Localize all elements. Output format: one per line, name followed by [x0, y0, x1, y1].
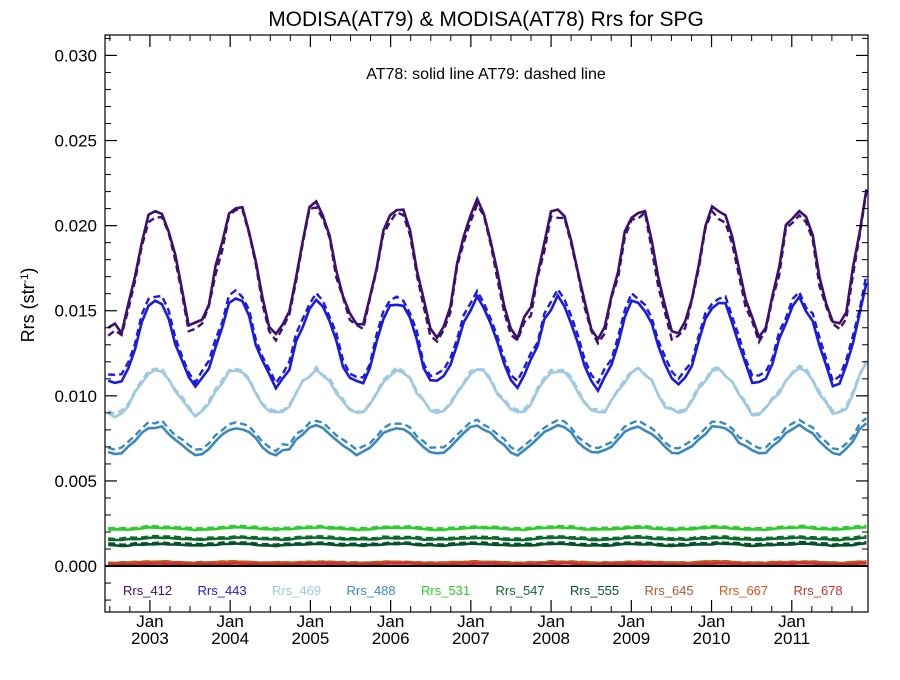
x-tick-month: Jan — [698, 612, 725, 631]
y-tick-label: 0.020 — [54, 217, 97, 236]
x-tick-year: 2011 — [773, 629, 810, 648]
series-lines — [107, 189, 868, 567]
x-tick-year: 2006 — [372, 629, 410, 648]
series-line-rrs-412-at78 — [107, 189, 868, 342]
legend-entry-rrs-555: Rrs_555 — [570, 583, 619, 598]
x-tick-year: 2008 — [532, 629, 570, 648]
legend-entry-rrs-469: Rrs_469 — [272, 583, 321, 598]
y-tick-label: 0.010 — [54, 387, 97, 406]
tick-labels: 0.0000.0050.0100.0150.0200.0250.030Jan20… — [54, 46, 810, 648]
y-axis-label-close: ) — [18, 268, 38, 274]
plot-area: 0.0000.0050.0100.0150.0200.0250.030Jan20… — [54, 34, 869, 648]
legend-entry-rrs-488: Rrs_488 — [347, 583, 396, 598]
y-tick-label: 0.015 — [54, 302, 97, 321]
series-line-rrs-443-at79 — [108, 274, 868, 386]
y-tick-label: 0.000 — [54, 557, 97, 576]
x-tick-year: 2004 — [211, 629, 249, 648]
series-line-rrs-488-at78 — [107, 422, 868, 458]
y-axis-label-sup: -1 — [19, 274, 31, 284]
y-axis-label: Rrs (str-1) — [18, 268, 38, 343]
x-tick-year: 2005 — [291, 629, 329, 648]
series-line-rrs-555-at79 — [108, 540, 867, 547]
y-tick-label: 0.005 — [54, 472, 97, 491]
x-tick-month: Jan — [216, 612, 243, 631]
series-line-rrs-547-at79 — [108, 534, 867, 541]
x-tick-month: Jan — [537, 612, 564, 631]
series-line-rrs-678-at79 — [108, 561, 867, 566]
y-tick-label: 0.025 — [54, 132, 97, 151]
x-tick-month: Jan — [297, 612, 324, 631]
x-tick-month: Jan — [778, 612, 805, 631]
line-style-annotation: AT78: solid line AT79: dashed line — [366, 66, 606, 83]
series-line-rrs-531-at79 — [108, 524, 867, 530]
legend: Rrs_412 Rrs_443 Rrs_469 Rrs_488 Rrs_531 Rrs_5… — [123, 583, 843, 598]
series-line-rrs-488-at79 — [107, 417, 868, 453]
legend-entry-rrs-678: Rrs_678 — [794, 583, 843, 598]
plot-frame — [104, 34, 869, 613]
series-line-rrs-443-at78 — [107, 282, 868, 394]
chart-title: MODISA(AT79) & MODISA(AT78) Rrs for SPG — [268, 8, 704, 31]
legend-entry-rrs-667: Rrs_667 — [719, 583, 768, 598]
legend-entry-rrs-645: Rrs_645 — [645, 583, 694, 598]
series-line-rrs-547-at78 — [108, 536, 867, 542]
legend-entry-rrs-412: Rrs_412 — [123, 583, 172, 598]
axes — [104, 34, 869, 613]
x-tick-year: 2003 — [131, 629, 169, 648]
x-tick-month: Jan — [377, 612, 404, 631]
legend-entry-rrs-531: Rrs_531 — [421, 583, 470, 598]
x-tick-year: 2010 — [693, 629, 731, 648]
x-tick-month: Jan — [618, 612, 645, 631]
y-axis-label-base: Rrs (str — [18, 283, 38, 342]
x-tick-year: 2009 — [612, 629, 650, 648]
series-line-rrs-555-at78 — [108, 541, 867, 548]
x-tick-month: Jan — [136, 612, 163, 631]
series-line-rrs-469-at79 — [107, 360, 868, 418]
y-tick-label: 0.030 — [54, 46, 97, 65]
legend-entry-rrs-443: Rrs_443 — [198, 583, 247, 598]
legend-entry-rrs-547: Rrs_547 — [496, 583, 545, 598]
series-line-rrs-469-at78 — [107, 362, 868, 419]
x-tick-month: Jan — [457, 612, 484, 631]
x-tick-year: 2007 — [452, 629, 490, 648]
series-line-rrs-412-at79 — [107, 191, 868, 346]
